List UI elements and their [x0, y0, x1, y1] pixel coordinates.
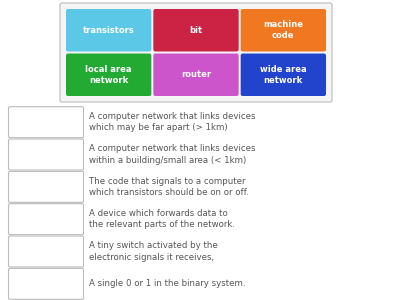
FancyBboxPatch shape: [8, 171, 84, 202]
Text: transistors: transistors: [83, 26, 134, 35]
FancyBboxPatch shape: [60, 3, 332, 102]
Text: bit: bit: [190, 26, 202, 35]
Text: A device which forwards data to
the relevant parts of the network.: A device which forwards data to the rele…: [89, 209, 235, 230]
Text: wide area
network: wide area network: [260, 65, 307, 85]
FancyBboxPatch shape: [8, 268, 84, 299]
FancyBboxPatch shape: [153, 53, 239, 96]
FancyBboxPatch shape: [241, 9, 326, 52]
FancyBboxPatch shape: [153, 9, 239, 52]
FancyBboxPatch shape: [241, 53, 326, 96]
Text: The code that signals to a computer
which transistors should be on or off.: The code that signals to a computer whic…: [89, 177, 249, 197]
Text: A tiny switch activated by the
electronic signals it receives,: A tiny switch activated by the electroni…: [89, 241, 218, 262]
FancyBboxPatch shape: [66, 53, 151, 96]
Text: local area
network: local area network: [86, 65, 132, 85]
Text: machine
code: machine code: [263, 20, 303, 40]
Text: router: router: [181, 70, 211, 79]
FancyBboxPatch shape: [8, 204, 84, 235]
FancyBboxPatch shape: [8, 107, 84, 138]
Text: A computer network that links devices
which may be far apart (> 1km): A computer network that links devices wh…: [89, 112, 256, 132]
FancyBboxPatch shape: [66, 9, 151, 52]
FancyBboxPatch shape: [8, 236, 84, 267]
Text: A computer network that links devices
within a building/small area (< 1km): A computer network that links devices wi…: [89, 144, 256, 165]
FancyBboxPatch shape: [8, 139, 84, 170]
Text: A single 0 or 1 in the binary system.: A single 0 or 1 in the binary system.: [89, 279, 246, 288]
